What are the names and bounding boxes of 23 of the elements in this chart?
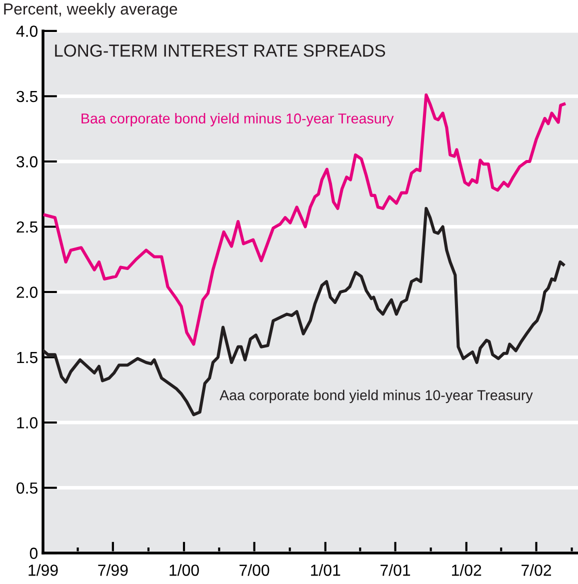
x-tick-label: 1/02 [452,564,482,576]
y-tick-label: 4.0 [16,26,38,37]
x-tick-label: 7/01 [380,564,410,576]
y-tick-label: 3.5 [16,90,38,102]
x-tick-label: 1/99 [28,564,58,576]
y-tick-label: 0 [30,548,38,559]
y-tick-label: 1.0 [17,417,38,428]
line-series [43,206,565,416]
x-tick-label: 1/00 [170,564,199,576]
y-tick-label: 3.0 [16,156,38,168]
y-tick-label: 2.5 [16,221,38,233]
x-tick-label: 7/02 [522,564,552,576]
y-tick-label: 1.5 [17,352,38,364]
text: LONG-TERM INTEREST RATE SPREADS [55,44,386,57]
y-tick-label: 0.5 [16,482,38,494]
x-tick-label: 7/00 [240,564,270,576]
x-tick-label: 7/99 [98,564,128,576]
y-tick-label: 2.0 [16,286,38,298]
line-series [43,93,566,346]
y-axis-title: Percent, weekly average [4,2,178,18]
x-tick-label: 1/01 [311,564,340,576]
series-label: Aaa corporate bond yield minus 10-year Treasury [220,390,533,404]
text: Baa corporate bond yield minus 10-year Treasury [82,113,394,126]
